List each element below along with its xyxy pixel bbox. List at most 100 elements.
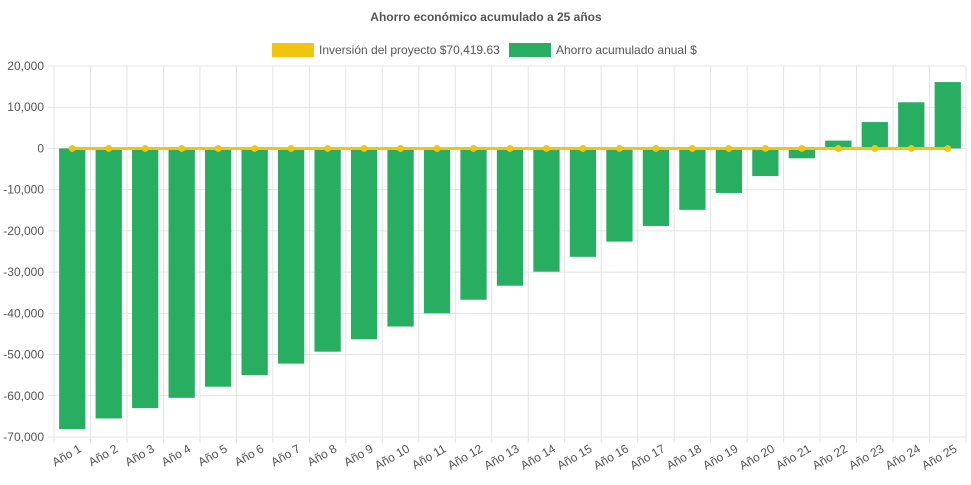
x-tick-label: Año 8	[305, 441, 339, 469]
line-point[interactable]	[506, 144, 514, 152]
y-tick-label: 0	[37, 141, 44, 155]
bar[interactable]	[496, 148, 524, 286]
x-tick-label: Año 15	[555, 441, 595, 472]
x-tick-label: Año 21	[773, 441, 813, 472]
x-tick-label: Año 4	[159, 441, 193, 469]
line-point[interactable]	[470, 144, 478, 152]
x-tick-label: Año 23	[846, 441, 886, 472]
x-tick-label: Año 9	[341, 441, 375, 469]
bar[interactable]	[350, 148, 378, 340]
y-tick-label: -70,000	[3, 430, 44, 444]
x-tick-label: Año 19	[700, 441, 740, 472]
bar[interactable]	[277, 148, 305, 364]
legend-label-line-series: Inversión del proyecto $70,419.63	[319, 43, 500, 57]
line-point[interactable]	[324, 144, 332, 152]
bar[interactable]	[168, 148, 195, 398]
bar[interactable]	[715, 148, 743, 193]
line-point[interactable]	[834, 144, 842, 152]
x-tick-label: Año 18	[664, 441, 704, 472]
line-point[interactable]	[397, 144, 405, 152]
x-gridlines	[53, 66, 967, 443]
bar[interactable]	[59, 148, 86, 430]
bar[interactable]	[861, 122, 888, 149]
y-tick-label: -30,000	[3, 265, 44, 279]
bar-series	[59, 82, 961, 430]
line-point[interactable]	[725, 144, 733, 152]
legend: Inversión del proyecto $70,419.63 Ahorro…	[272, 43, 697, 57]
bar[interactable]	[314, 148, 341, 352]
line-point[interactable]	[798, 144, 806, 152]
y-tick-label: -40,000	[3, 306, 44, 320]
x-tick-label: Año 24	[883, 441, 923, 472]
x-tick-label: Año 5	[196, 441, 230, 469]
y-tick-label: 10,000	[7, 100, 44, 114]
bar[interactable]	[898, 102, 925, 149]
bar[interactable]	[533, 148, 560, 272]
x-tick-label: Año 25	[919, 441, 959, 472]
x-tick-label: Año 1	[50, 441, 84, 469]
bar[interactable]	[95, 148, 122, 419]
line-point[interactable]	[141, 144, 149, 152]
y-tick-label: -50,000	[3, 348, 44, 362]
x-axis-ticks: Año 1 Año 2 Año 3 Año 4 Año 5 Año 6 Año 7 Año 8…	[50, 441, 960, 472]
line-point[interactable]	[178, 144, 186, 152]
bar[interactable]	[132, 148, 159, 409]
bar[interactable]	[606, 148, 633, 242]
line-point[interactable]	[360, 144, 368, 152]
line-point[interactable]	[688, 144, 696, 152]
bar[interactable]	[241, 148, 268, 376]
line-point[interactable]	[944, 144, 952, 152]
line-point[interactable]	[615, 144, 623, 152]
x-tick-label: Año 14	[518, 441, 558, 472]
line-point[interactable]	[251, 144, 259, 152]
x-tick-label: Año 7	[268, 441, 302, 469]
y-tick-label: -10,000	[3, 183, 44, 197]
line-point[interactable]	[105, 144, 113, 152]
y-tick-label: 20,000	[7, 59, 44, 73]
bar[interactable]	[934, 82, 961, 149]
bar[interactable]	[205, 148, 232, 387]
line-point[interactable]	[433, 144, 441, 152]
x-tick-label: Año 17	[627, 441, 667, 472]
legend-item-line-series[interactable]: Inversión del proyecto $70,419.63	[272, 43, 500, 57]
x-tick-label: Año 12	[445, 441, 485, 472]
bar[interactable]	[679, 148, 706, 210]
legend-swatch-bar-series	[509, 43, 551, 57]
bar[interactable]	[752, 148, 779, 177]
bar[interactable]	[642, 148, 670, 226]
legend-swatch-line-series	[272, 43, 314, 57]
x-tick-label: Año 3	[123, 441, 157, 469]
y-tick-label: -60,000	[3, 389, 44, 403]
y-tick-label: -20,000	[3, 224, 44, 238]
bar[interactable]	[825, 140, 852, 149]
x-tick-label: Año 13	[482, 441, 522, 472]
line-point[interactable]	[871, 144, 879, 152]
x-tick-label: Año 10	[372, 441, 412, 472]
x-tick-label: Año 20	[737, 441, 777, 472]
bar[interactable]	[387, 148, 414, 327]
line-series	[68, 144, 952, 152]
bar[interactable]	[788, 148, 815, 159]
line-point[interactable]	[542, 144, 550, 152]
line-point[interactable]	[287, 144, 295, 152]
bar[interactable]	[460, 148, 487, 300]
y-axis-ticks: 20,000 10,000 0 -10,000 -20,000 -30,000 -40,00…	[3, 59, 44, 444]
line-point[interactable]	[761, 144, 769, 152]
x-tick-label: Año 2	[86, 441, 120, 469]
legend-item-bar-series[interactable]: Ahorro acumulado anual $	[509, 43, 697, 57]
x-tick-label: Año 6	[232, 441, 266, 469]
legend-label-bar-series: Ahorro acumulado anual $	[556, 43, 697, 57]
line-point[interactable]	[652, 144, 660, 152]
bar[interactable]	[423, 148, 451, 314]
line-point[interactable]	[214, 144, 222, 152]
chart-title: Ahorro económico acumulado a 25 años	[370, 10, 602, 24]
x-tick-label: Año 22	[810, 441, 850, 472]
x-tick-label: Año 11	[409, 441, 448, 472]
x-tick-label: Año 16	[591, 441, 631, 472]
line-point[interactable]	[907, 144, 915, 152]
line-point[interactable]	[579, 144, 587, 152]
bar[interactable]	[569, 148, 597, 257]
line-point[interactable]	[68, 144, 76, 152]
